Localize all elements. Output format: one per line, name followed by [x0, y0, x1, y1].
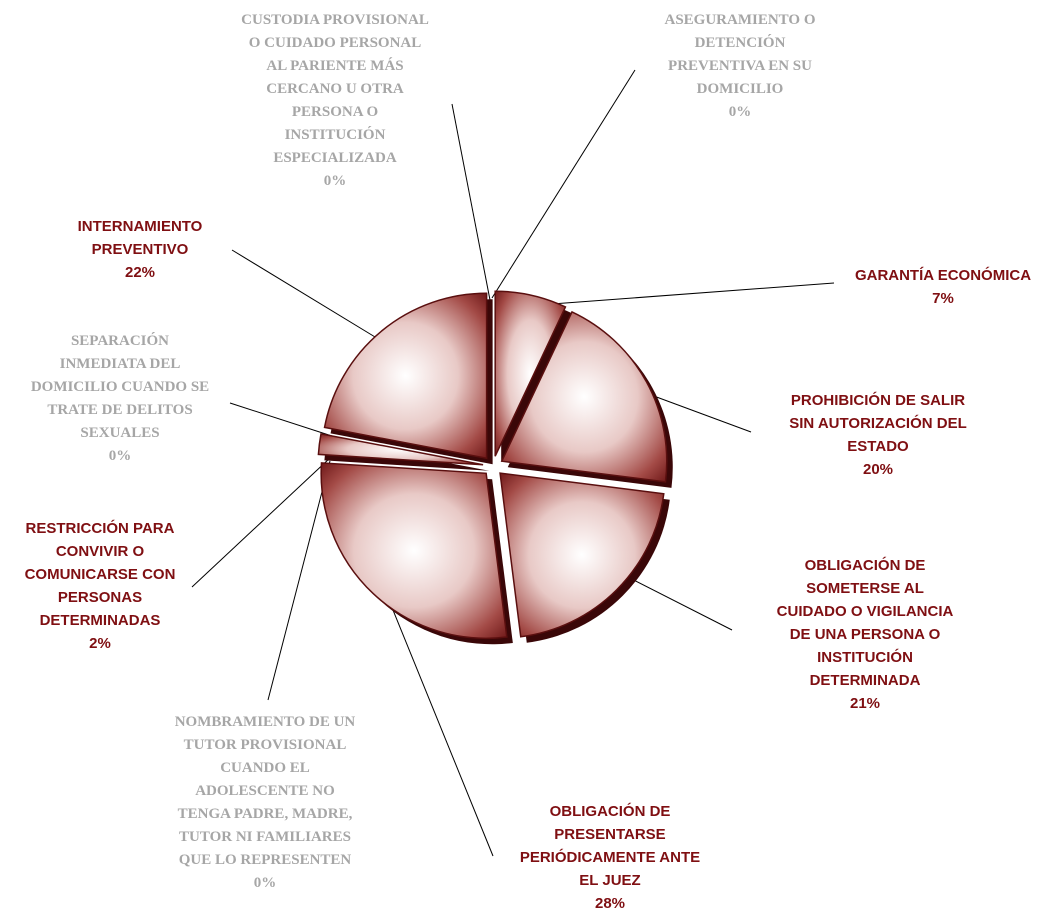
slice-value-label: 20%: [862, 461, 894, 478]
slice-label-internamiento: INTERNAMIENTO PREVENTIVO 22%: [40, 215, 240, 284]
slice-value-label: 28%: [594, 895, 626, 912]
leader-line-aseguramiento: [491, 69, 636, 299]
slice-label-text: RESTRICCIÓN PARA CONVIVIR O COMUNICARSE …: [24, 520, 176, 629]
slice-label-text: CUSTODIA PROVISIONAL O CUIDADO PERSONAL …: [241, 12, 429, 166]
slice-value-label: 0%: [253, 875, 277, 891]
leader-line-prohibicion: [642, 391, 752, 433]
leader-line-tutor: [267, 460, 331, 701]
leader-line-presentarse: [381, 582, 494, 857]
slice-label-text: OBLIGACIÓN DE PRESENTARSE PERIÓDICAMENTE…: [519, 803, 701, 889]
slice-label-restriccion: RESTRICCIÓN PARA CONVIVIR O COMUNICARSE …: [0, 517, 200, 655]
slice-label-text: PROHIBICIÓN DE SALIR SIN AUTORIZACIÓN DE…: [789, 392, 967, 455]
leader-line-cuidado: [619, 572, 733, 631]
slice-label-custodia: CUSTODIA PROVISIONAL O CUIDADO PERSONAL …: [210, 9, 460, 193]
slice-value-label: 0%: [728, 104, 752, 120]
slice-value-label: 22%: [124, 264, 156, 281]
pie-slice-garantia: [494, 290, 567, 457]
slice-value-label: 21%: [849, 695, 881, 712]
slice-value-label: 0%: [323, 173, 347, 189]
leader-line-separacion: [229, 402, 336, 438]
leader-line-restriccion: [191, 457, 331, 588]
pie-slice-prohibicion: [500, 310, 668, 483]
slice-label-prohibicion: PROHIBICIÓN DE SALIR SIN AUTORIZACIÓN DE…: [758, 389, 998, 481]
slice-value-label: 7%: [932, 290, 954, 307]
slice-label-text: INTERNAMIENTO PREVENTIVO: [77, 218, 203, 258]
slice-label-text: ASEGURAMIENTO O DETENCIÓN PREVENTIVA EN …: [664, 12, 816, 97]
pie-slices: [317, 290, 668, 640]
slice-label-text: NOMBRAMIENTO DE UN TUTOR PROVISIONAL CUA…: [174, 714, 356, 868]
slice-label-aseguramiento: ASEGURAMIENTO O DETENCIÓN PREVENTIVA EN …: [620, 9, 860, 124]
slice-label-text: OBLIGACIÓN DE SOMETERSE AL CUIDADO O VIG…: [776, 557, 954, 689]
leader-line-custodia: [451, 103, 491, 301]
slice-label-garantia: GARANTÍA ECONÓMICA 7%: [828, 264, 1055, 310]
slice-label-tutor: NOMBRAMIENTO DE UN TUTOR PROVISIONAL CUA…: [140, 711, 390, 895]
slice-label-separacion: SEPARACIÓN INMEDIATA DEL DOMICILIO CUAND…: [0, 330, 240, 468]
slice-label-cuidado: OBLIGACIÓN DE SOMETERSE AL CUIDADO O VIG…: [730, 554, 1000, 715]
leader-line-internamiento: [231, 249, 381, 341]
leader-line-garantia: [524, 282, 835, 307]
slice-value-label: 2%: [89, 635, 111, 652]
pie-slice-restriccion: [317, 432, 484, 466]
leader-lines: [191, 69, 835, 857]
slice-label-text: GARANTÍA ECONÓMICA: [854, 267, 1032, 284]
slice-label-presentarse: OBLIGACIÓN DE PRESENTARSE PERIÓDICAMENTE…: [490, 800, 730, 915]
pie-slice-presentarse: [320, 462, 508, 640]
slice-label-text: SEPARACIÓN INMEDIATA DEL DOMICILIO CUAND…: [30, 333, 210, 441]
slice-value-label: 0%: [108, 448, 132, 464]
pie-slice-cuidado: [499, 472, 665, 638]
pie-slice-internamiento: [323, 292, 488, 460]
